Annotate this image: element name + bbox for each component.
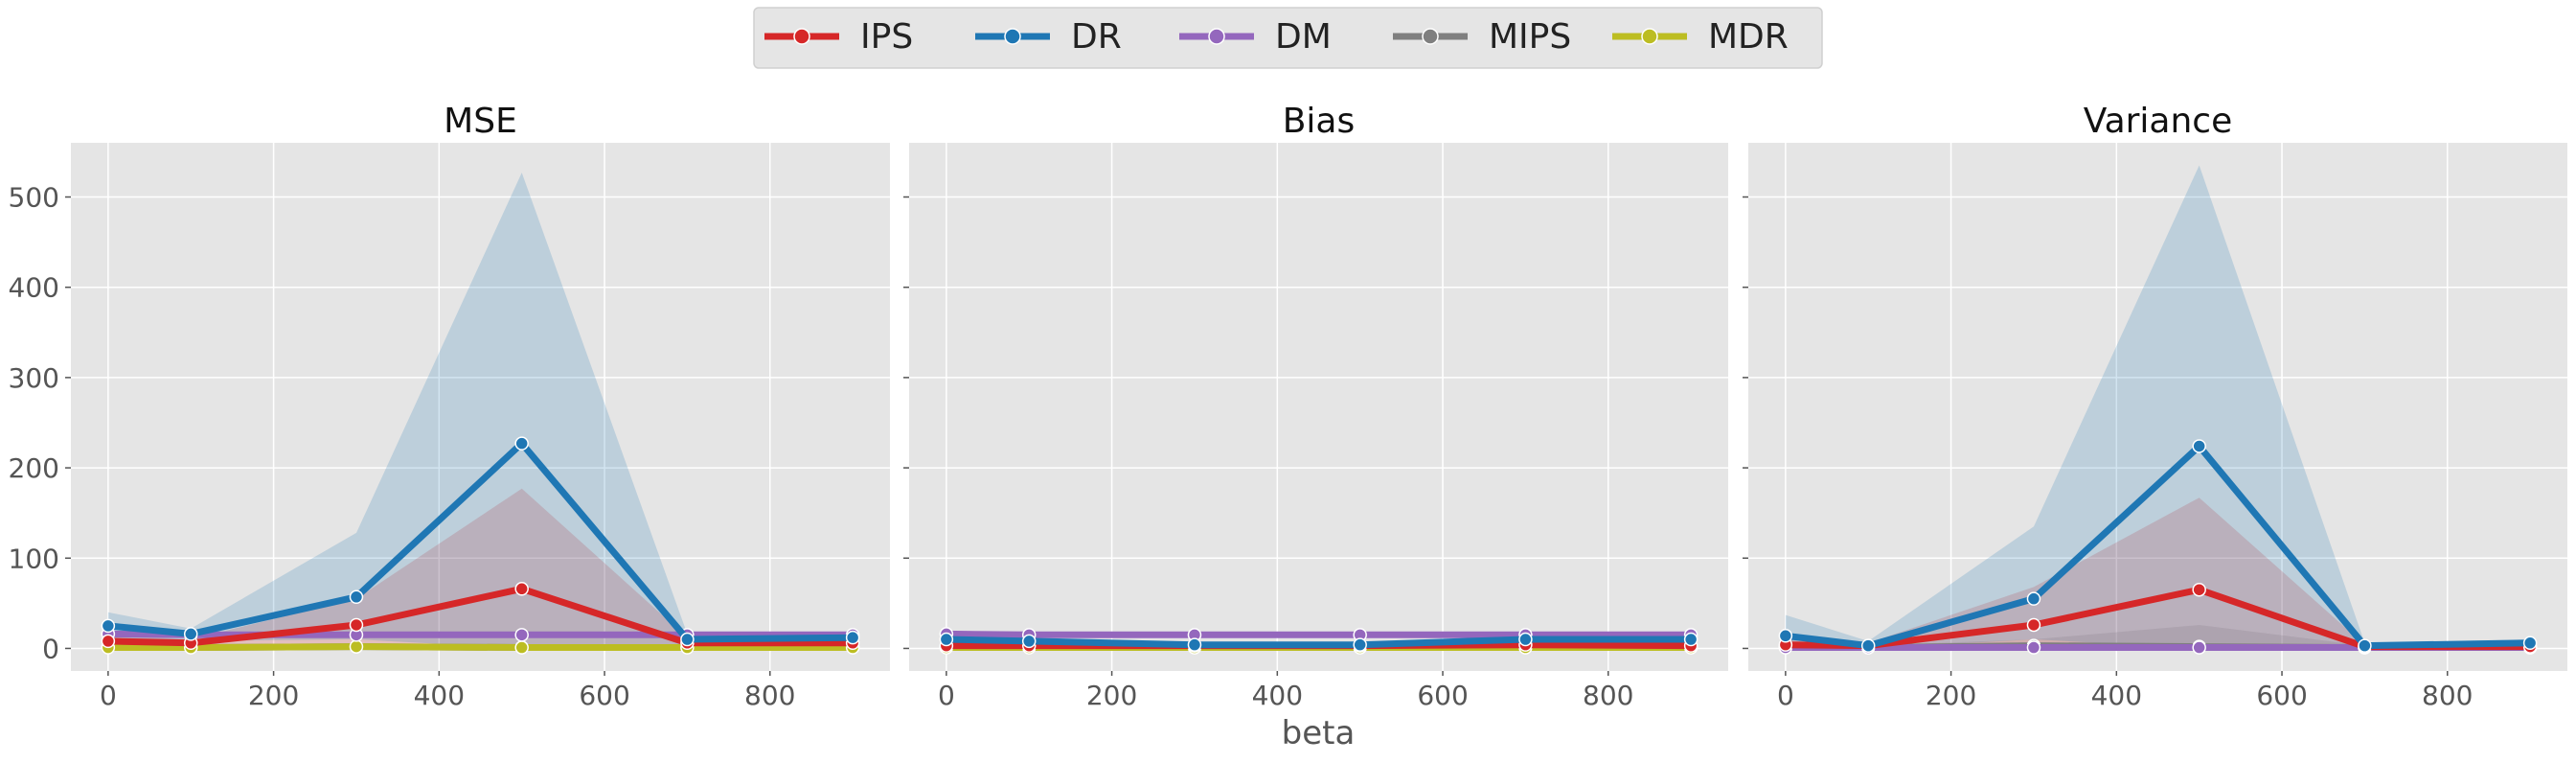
x-tick-label: 800 <box>2422 680 2473 711</box>
data-point-ips <box>2192 582 2206 597</box>
y-tick-label: 400 <box>9 272 59 304</box>
legend-swatch-marker <box>1422 28 1439 45</box>
data-point-dr <box>183 627 198 641</box>
series-dr <box>101 436 860 647</box>
x-tick-label: 600 <box>579 680 629 711</box>
panel-title: Variance <box>2084 102 2233 141</box>
band-ips <box>107 488 854 649</box>
data-point-dr <box>939 632 954 647</box>
x-tick-label: 400 <box>1252 680 1303 711</box>
legend-item-mips: MIPS <box>1393 17 1571 57</box>
data-point-dr <box>1021 634 1037 649</box>
legend-item-ips: IPS <box>764 17 913 57</box>
legend-label: DM <box>1275 17 1332 57</box>
data-point-mdr <box>349 639 364 654</box>
x-tick-label: 400 <box>2091 680 2142 711</box>
legend-swatch-marker <box>793 28 810 45</box>
data-point-ips <box>514 582 529 596</box>
data-point-dr <box>680 632 695 647</box>
x-tick-label: 400 <box>414 680 465 711</box>
data-point-dr <box>1860 638 1876 653</box>
data-point-dr <box>2026 591 2041 606</box>
x-tick-label: 600 <box>1417 680 1468 711</box>
data-point-ips <box>101 634 116 649</box>
data-point-dm <box>2192 640 2206 655</box>
series-line-dm <box>104 630 856 638</box>
data-point-dm <box>514 628 529 642</box>
data-point-ips <box>349 617 364 633</box>
y-tick-label: 100 <box>9 543 59 574</box>
plot-area <box>1748 143 2567 671</box>
x-tick-label: 0 <box>938 680 955 711</box>
data-point-dr <box>1187 637 1202 652</box>
data-point-dr <box>514 436 529 451</box>
y-tick-label: 300 <box>9 362 59 394</box>
data-point-dm <box>2026 640 2041 655</box>
legend-label: MIPS <box>1489 17 1571 57</box>
panels: MSE 0 200 400 600 800 0 100 200 300 400 500 Bias 0 200… <box>9 102 2567 711</box>
legend-item-mdr: MDR <box>1612 17 1789 57</box>
series-line-dm <box>943 630 1695 638</box>
legend-swatch-marker <box>1208 28 1225 45</box>
legend-label: MDR <box>1708 17 1789 57</box>
series-line-dr <box>104 440 856 643</box>
panel-bias: Bias 0 200 400 600 800 <box>903 102 1728 711</box>
data-point-dr <box>2522 636 2538 651</box>
y-tick-label: 200 <box>9 452 59 484</box>
legend-item-dm: DM <box>1179 17 1332 57</box>
data-point-dr <box>101 618 116 634</box>
series-dr <box>939 632 1698 652</box>
legend-label: IPS <box>860 17 913 57</box>
data-point-dr <box>1518 632 1533 647</box>
data-point-dr <box>349 590 364 605</box>
data-point-ips <box>2026 617 2041 633</box>
x-tick-label: 0 <box>100 680 117 711</box>
panel-title: MSE <box>444 102 517 141</box>
plot-area <box>909 143 1728 671</box>
panel-variance: Variance 0 200 400 600 800 <box>1743 102 2567 711</box>
x-tick-label: 800 <box>744 680 795 711</box>
data-point-dr <box>845 630 860 645</box>
series-dr <box>1778 439 2538 653</box>
data-point-dr <box>1353 637 1367 652</box>
x-tick-label: 600 <box>2256 680 2307 711</box>
series-line-mdr <box>104 643 856 651</box>
legend-swatch-marker <box>1004 28 1021 45</box>
x-tick-label: 200 <box>248 680 299 711</box>
band-ips <box>1785 497 2531 649</box>
x-tick-label: 200 <box>1086 680 1137 711</box>
legend-item-dr: DR <box>975 17 1122 57</box>
data-point-dr <box>2358 638 2372 653</box>
panel-mse: MSE 0 200 400 600 800 0 100 200 300 400 500 <box>9 102 890 711</box>
legend-swatch-marker <box>1641 28 1658 45</box>
x-axis-label: beta <box>1282 714 1356 752</box>
data-point-dr <box>2192 439 2206 453</box>
data-point-dr <box>1778 629 1793 643</box>
y-tick-label: 0 <box>42 633 59 664</box>
x-tick-label: 200 <box>1926 680 1976 711</box>
y-tick-label: 500 <box>9 182 59 214</box>
band-mips <box>1785 625 2531 649</box>
series-line-ips <box>104 585 856 647</box>
series-line-dr <box>1782 443 2534 650</box>
series-line-dr <box>943 636 1695 649</box>
x-tick-label: 0 <box>1777 680 1794 711</box>
band-dr <box>107 173 854 649</box>
panel-title: Bias <box>1283 102 1356 141</box>
x-tick-label: 800 <box>1583 680 1633 711</box>
band-dr <box>1785 165 2531 649</box>
plot-area <box>71 143 890 671</box>
legend-box <box>753 7 1823 69</box>
data-point-dr <box>1683 632 1698 647</box>
data-point-mdr <box>514 640 529 655</box>
legend: IPS DR DM MIPS MDR <box>753 7 1823 69</box>
legend-label: DR <box>1071 17 1122 57</box>
